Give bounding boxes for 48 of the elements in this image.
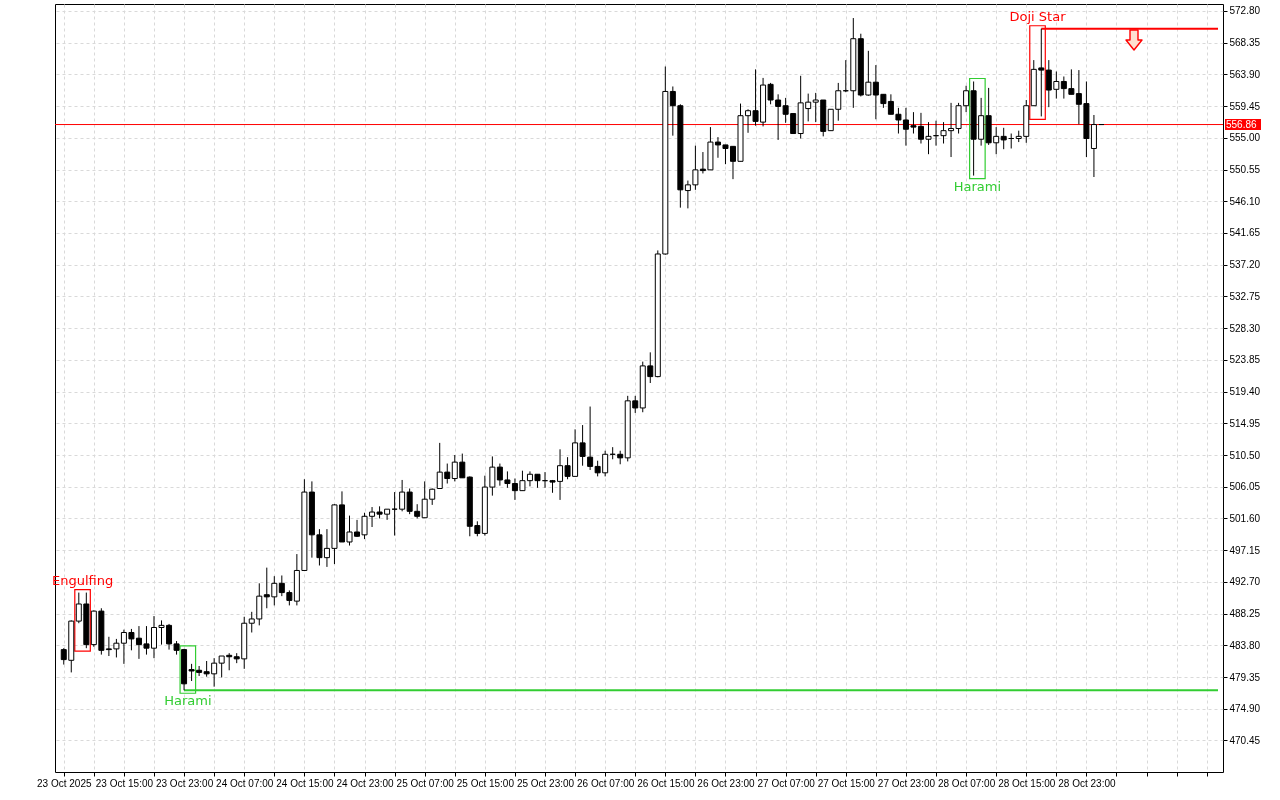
x-tick-label: 23 Oct 23:00 xyxy=(155,777,214,789)
y-tick-label: 523.85 xyxy=(1229,354,1261,366)
y-tick-label: 492.70 xyxy=(1229,576,1261,588)
y-tick-label: 541.65 xyxy=(1229,227,1261,239)
y-tick-label: 519.40 xyxy=(1229,386,1261,398)
candlestick xyxy=(1000,127,1007,150)
y-tick-label: 546.10 xyxy=(1229,195,1261,207)
x-tick-label: 23 Oct 2025 xyxy=(37,777,92,789)
x-tick-label: 24 Oct 07:00 xyxy=(216,777,274,789)
y-tick-label: 483.80 xyxy=(1229,639,1261,651)
x-tick-label: 27 Oct 15:00 xyxy=(817,777,876,789)
y-tick-label: 470.45 xyxy=(1229,734,1261,746)
candlestick xyxy=(399,479,406,512)
x-tick-label: 26 Oct 15:00 xyxy=(637,777,695,789)
y-tick-label: 510.50 xyxy=(1229,449,1261,461)
x-tick-label: 25 Oct 07:00 xyxy=(396,777,455,789)
y-tick-label: 506.05 xyxy=(1229,481,1261,493)
y-tick-label: 563.90 xyxy=(1229,68,1261,80)
x-tick-label: 26 Oct 23:00 xyxy=(697,777,756,789)
x-tick-label: 28 Oct 15:00 xyxy=(998,777,1056,789)
x-tick-label: 28 Oct 23:00 xyxy=(1058,777,1116,789)
annotation: Harami xyxy=(953,178,1002,194)
x-tick-label: 25 Oct 23:00 xyxy=(516,777,575,789)
y-tick-label: 555.00 xyxy=(1229,132,1261,144)
ref-line-label: 556.86 xyxy=(1226,118,1258,130)
x-tick-label: 25 Oct 15:00 xyxy=(456,777,515,789)
y-tick-label: 488.25 xyxy=(1229,608,1261,620)
x-tick-label: 27 Oct 07:00 xyxy=(757,777,816,789)
annotation: Harami xyxy=(164,693,212,709)
y-tick-label: 528.30 xyxy=(1229,322,1261,334)
y-tick-label: 532.75 xyxy=(1229,290,1261,302)
x-tick-label: 28 Oct 07:00 xyxy=(937,777,996,789)
y-tick-label: 572.80 xyxy=(1229,5,1261,17)
y-tick-label: 501.60 xyxy=(1229,512,1261,524)
x-tick-label: 24 Oct 23:00 xyxy=(336,777,395,789)
y-tick-label: 474.90 xyxy=(1229,703,1261,715)
x-tick-label: 23 Oct 15:00 xyxy=(95,777,154,789)
y-tick-label: 559.45 xyxy=(1229,100,1261,112)
y-tick-label: 514.95 xyxy=(1229,417,1261,429)
x-tick-label: 27 Oct 23:00 xyxy=(877,777,936,789)
y-tick-label: 568.35 xyxy=(1229,37,1261,49)
x-tick-label: 24 Oct 15:00 xyxy=(276,777,334,789)
y-tick-label: 550.55 xyxy=(1229,164,1261,176)
x-tick-label: 26 Oct 07:00 xyxy=(577,777,635,789)
y-tick-label: 479.35 xyxy=(1229,671,1261,683)
y-tick-label: 537.20 xyxy=(1229,259,1261,271)
y-tick-label: 497.15 xyxy=(1229,544,1261,556)
annotation: Doji Star xyxy=(1009,8,1067,24)
